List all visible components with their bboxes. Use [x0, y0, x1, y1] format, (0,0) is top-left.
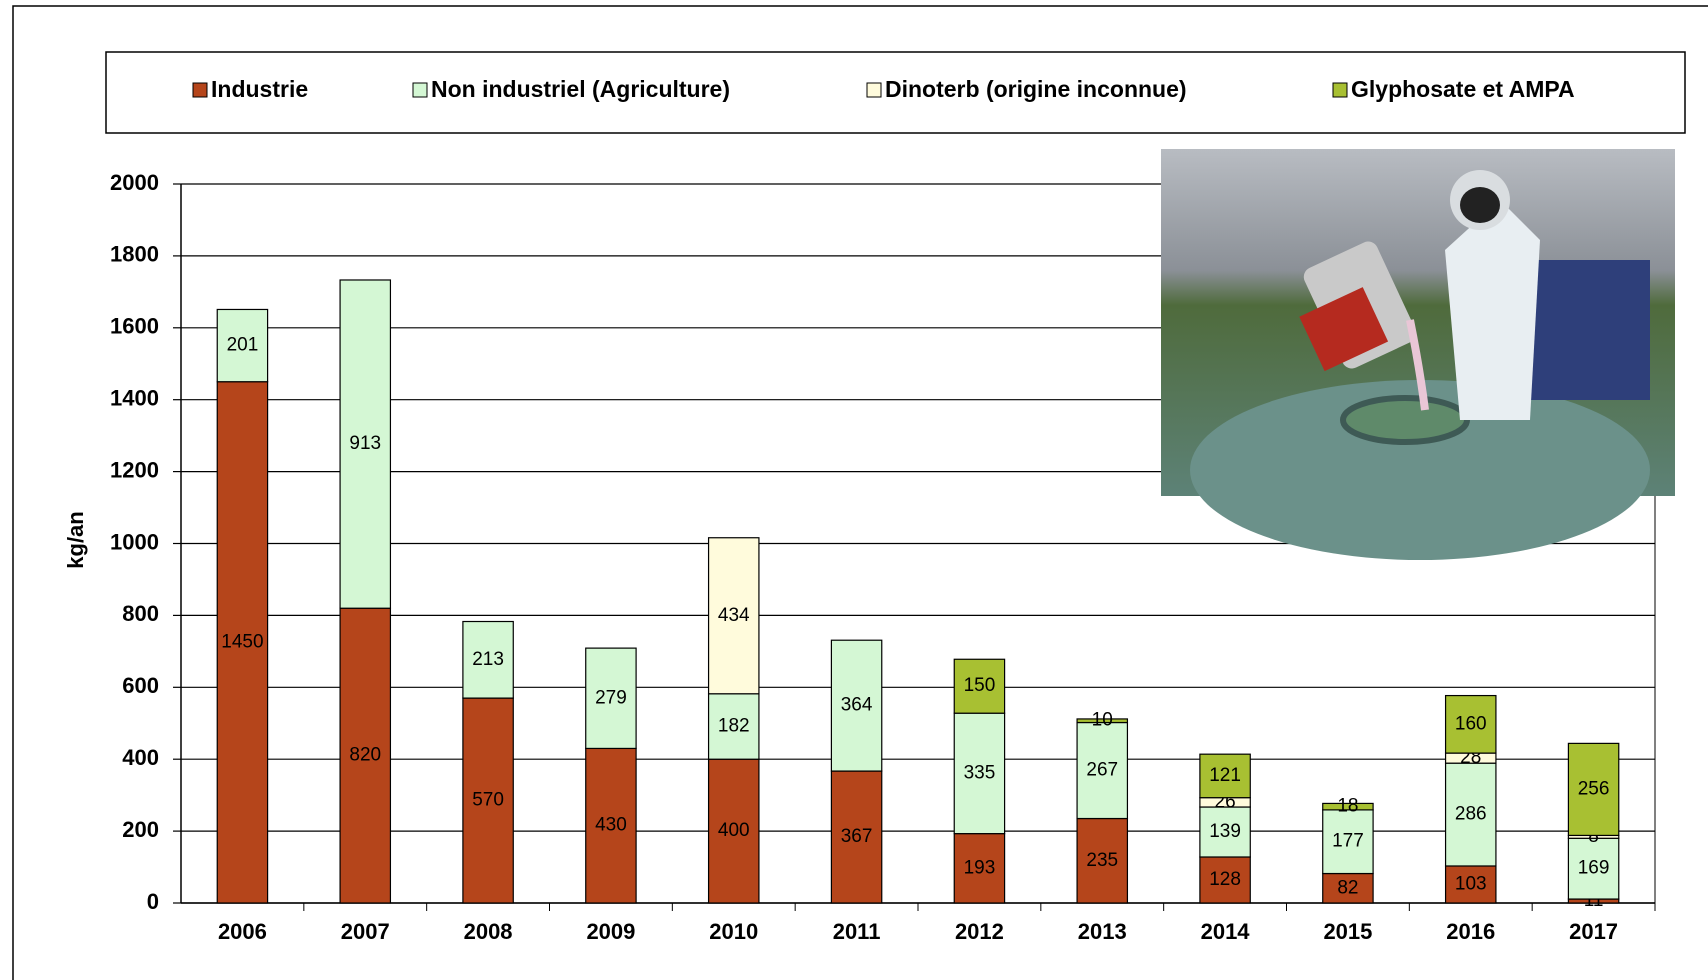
bar-segment	[707, 537, 760, 695]
data-label: 256	[1578, 778, 1610, 799]
y-tick-label: 2000	[110, 170, 159, 195]
bar-segment	[1322, 809, 1374, 875]
bar-segment	[216, 308, 269, 383]
data-label: 286	[1455, 804, 1487, 825]
data-label: 177	[1332, 831, 1364, 852]
data-label: 267	[1086, 760, 1118, 781]
bar-segment	[707, 758, 760, 904]
bar-segment	[1567, 742, 1620, 837]
bar-segment	[1076, 817, 1129, 904]
data-label: 213	[472, 649, 504, 670]
bar-segment	[1076, 718, 1129, 724]
data-label: 1450	[221, 631, 263, 652]
data-label: 201	[227, 335, 259, 356]
data-label: 335	[964, 762, 996, 783]
y-tick-label: 400	[122, 745, 159, 770]
x-tick-label: 2007	[341, 919, 390, 944]
data-label: 139	[1209, 821, 1241, 842]
x-tick-label: 2011	[833, 919, 881, 944]
data-label: 820	[349, 745, 381, 766]
data-label: 400	[718, 820, 750, 841]
legend-label: Glyphosate et AMPA	[1351, 76, 1575, 102]
bar-segment	[953, 833, 1006, 904]
x-tick-label: 2008	[464, 919, 513, 944]
bar-segment	[339, 279, 392, 609]
x-tick-label: 2009	[586, 919, 635, 944]
x-tick-label: 2015	[1323, 919, 1372, 944]
x-tick-label: 2012	[955, 919, 1004, 944]
data-label: 364	[841, 695, 873, 716]
bar-segment	[1076, 721, 1129, 820]
data-label: 913	[349, 433, 381, 454]
legend-label: Dinoterb (origine inconnue)	[885, 76, 1187, 102]
legend-swatch	[192, 82, 208, 98]
y-tick-label: 1000	[110, 529, 159, 554]
x-tick-label: 2006	[218, 919, 267, 944]
y-tick-label: 600	[122, 673, 159, 698]
data-label: 18	[1337, 796, 1358, 817]
data-label: 160	[1455, 713, 1487, 734]
x-tick-label: 2016	[1446, 919, 1495, 944]
bar-segment	[1322, 802, 1374, 811]
legend-label: Non industriel (Agriculture)	[431, 76, 730, 102]
x-tick-label: 2014	[1201, 919, 1251, 944]
data-label: 150	[964, 675, 996, 696]
legend-swatch	[412, 82, 428, 98]
y-tick-label: 800	[122, 601, 159, 626]
bar-segment	[462, 697, 514, 904]
data-label: 279	[595, 687, 627, 708]
x-tick-label: 2013	[1078, 919, 1127, 944]
frame	[12, 5, 1708, 980]
y-tick-label: 200	[122, 817, 159, 842]
legend-label: Industrie	[211, 76, 308, 102]
legend-swatch	[866, 82, 882, 98]
data-label: 121	[1209, 765, 1241, 786]
data-label: 193	[964, 857, 996, 878]
bar-segment	[953, 658, 1006, 714]
bar-segment	[1567, 837, 1620, 900]
data-label: 10	[1092, 710, 1113, 731]
legend-box	[105, 51, 1686, 134]
bar-segment	[585, 747, 637, 904]
y-tick-label: 0	[147, 889, 159, 914]
bar-segment	[1444, 694, 1497, 754]
data-label: 235	[1086, 850, 1118, 871]
data-label: 128	[1209, 869, 1241, 890]
bar-segment	[339, 607, 392, 904]
bar-segment	[1444, 762, 1497, 867]
y-tick-label: 1400	[110, 386, 159, 411]
bar-segment	[462, 620, 514, 699]
data-label: 182	[718, 716, 750, 737]
bar-segment	[830, 639, 883, 772]
x-tick-label: 2010	[709, 919, 758, 944]
bar-segment	[1199, 753, 1251, 799]
data-label: 82	[1337, 877, 1358, 898]
bar-segment	[216, 381, 269, 904]
data-label: 103	[1455, 874, 1487, 895]
bar-segment	[585, 647, 637, 750]
data-label: 8	[1588, 826, 1599, 847]
y-tick-label: 1800	[110, 242, 159, 267]
data-label: 430	[595, 815, 627, 836]
bar-segment	[953, 712, 1006, 835]
data-label: 367	[841, 826, 873, 847]
y-tick-label: 1200	[110, 457, 159, 482]
x-tick-label: 2017	[1569, 919, 1618, 944]
legend-swatch	[1332, 82, 1348, 98]
bar-segment	[707, 693, 760, 760]
y-axis-title: kg/an	[63, 511, 88, 568]
data-label: 169	[1578, 858, 1610, 879]
data-label: 570	[472, 790, 504, 811]
bar-segment	[1322, 872, 1374, 904]
photo	[1161, 149, 1675, 560]
bar-segment	[1199, 806, 1251, 858]
bar-segment	[1444, 865, 1497, 904]
y-tick-label: 1600	[110, 314, 159, 339]
data-label: 434	[718, 605, 750, 626]
